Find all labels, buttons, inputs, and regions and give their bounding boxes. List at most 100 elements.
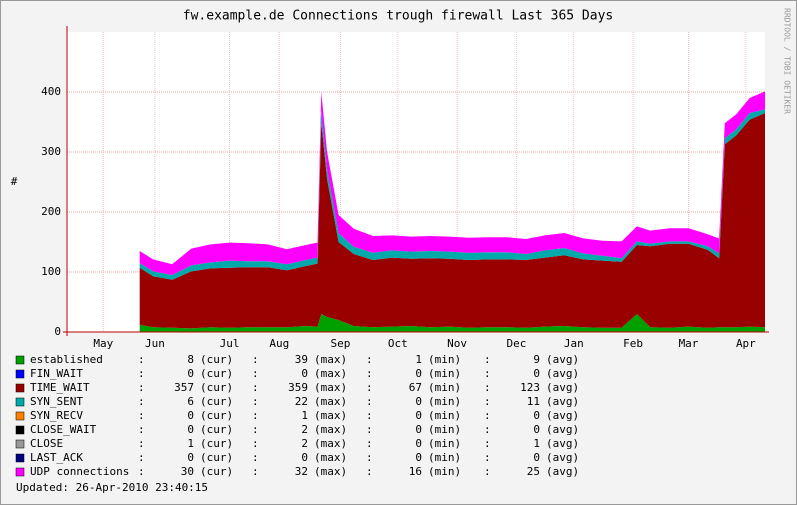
legend-label: SYN_SENT — [30, 395, 83, 408]
legend-stat: 0 — [301, 451, 308, 464]
legend-stat: 0 — [301, 367, 308, 380]
legend-stat: 123 — [520, 381, 540, 394]
legend-stat: 9 — [533, 353, 540, 366]
legend-separator: : — [484, 367, 491, 380]
legend-stat: 0 — [415, 437, 422, 450]
updated-text: Updated: 26-Apr-2010 23:40:15 — [16, 481, 208, 494]
x-tick-label: Sep — [331, 337, 351, 350]
x-tick-label: Oct — [388, 337, 408, 350]
legend-separator: : — [138, 423, 145, 436]
legend-separator: : — [366, 367, 373, 380]
legend-column: (min) — [428, 409, 461, 422]
legend-stat: 8 — [187, 353, 194, 366]
legend-stat: 0 — [533, 409, 540, 422]
legend-column: (min) — [428, 367, 461, 380]
x-tick-label: May — [93, 337, 113, 350]
legend-separator: : — [252, 465, 259, 478]
legend-swatch — [15, 397, 25, 407]
legend-stat: 357 — [174, 381, 194, 394]
watermark: RRDTOOL / TOBI OETIKER — [783, 8, 792, 114]
legend-column: (avg) — [546, 451, 579, 464]
legend-label: CLOSE_WAIT — [30, 423, 97, 436]
legend-stat: 39 — [295, 353, 308, 366]
x-tick-label: Dec — [506, 337, 526, 350]
legend-separator: : — [138, 465, 145, 478]
legend-stat: 0 — [415, 451, 422, 464]
x-tick-label: Jan — [564, 337, 584, 350]
legend-separator: : — [366, 353, 373, 366]
legend-stat: 16 — [409, 465, 422, 478]
legend-column: (max) — [314, 451, 347, 464]
legend-stat: 1 — [301, 409, 308, 422]
legend-column: (avg) — [546, 437, 579, 450]
legend-column: (avg) — [546, 367, 579, 380]
legend-stat: 359 — [288, 381, 308, 394]
legend-column: (avg) — [546, 353, 579, 366]
legend-separator: : — [484, 353, 491, 366]
legend-separator: : — [252, 423, 259, 436]
legend-stat: 0 — [533, 451, 540, 464]
legend-column: (avg) — [546, 381, 579, 394]
legend-label: established — [30, 353, 103, 366]
legend-separator: : — [484, 423, 491, 436]
legend-stat: 0 — [415, 367, 422, 380]
legend-separator: : — [366, 437, 373, 450]
x-tick-label: Jun — [145, 337, 165, 350]
legend-swatch — [15, 369, 25, 379]
legend-separator: : — [138, 409, 145, 422]
legend-stat: 0 — [415, 423, 422, 436]
area — [139, 314, 765, 332]
legend-column: (cur) — [200, 451, 233, 464]
legend-swatch — [15, 383, 25, 393]
legend-column: (min) — [428, 395, 461, 408]
legend-column: (cur) — [200, 353, 233, 366]
legend-separator: : — [138, 353, 145, 366]
legend-column: (max) — [314, 465, 347, 478]
legend-column: (cur) — [200, 367, 233, 380]
legend-column: (cur) — [200, 423, 233, 436]
y-axis-label: # — [11, 175, 18, 188]
legend-stat: 1 — [187, 437, 194, 450]
legend-stat: 67 — [409, 381, 422, 394]
legend-stat: 0 — [187, 367, 194, 380]
legend-column: (cur) — [200, 395, 233, 408]
legend-stat: 22 — [295, 395, 308, 408]
legend-separator: : — [138, 395, 145, 408]
x-tick-label: Nov — [447, 337, 467, 350]
legend-stat: 0 — [533, 423, 540, 436]
legend-column: (min) — [428, 451, 461, 464]
legend-separator: : — [366, 395, 373, 408]
legend-column: (avg) — [546, 465, 579, 478]
legend-swatch — [15, 425, 25, 435]
legend-stat: 0 — [187, 451, 194, 464]
legend-stat: 2 — [301, 423, 308, 436]
legend-column: (min) — [428, 381, 461, 394]
legend-separator: : — [252, 395, 259, 408]
legend-stat: 0 — [415, 395, 422, 408]
legend-column: (max) — [314, 395, 347, 408]
legend-column: (min) — [428, 465, 461, 478]
legend-swatch — [15, 439, 25, 449]
legend-label: TIME_WAIT — [30, 381, 90, 394]
legend-column: (max) — [314, 423, 347, 436]
legend-separator: : — [252, 353, 259, 366]
legend-stat: 11 — [527, 395, 540, 408]
legend-separator: : — [484, 395, 491, 408]
legend-separator: : — [252, 381, 259, 394]
legend-swatch — [15, 411, 25, 421]
legend-column: (min) — [428, 437, 461, 450]
legend-stat: 1 — [533, 437, 540, 450]
legend-swatch — [15, 453, 25, 463]
legend-column: (min) — [428, 423, 461, 436]
legend-stat: 1 — [415, 353, 422, 366]
legend-separator: : — [138, 367, 145, 380]
legend-separator: : — [484, 437, 491, 450]
y-tick-label: 100 — [41, 265, 61, 278]
legend-column: (avg) — [546, 409, 579, 422]
legend-swatch — [15, 355, 25, 365]
area — [139, 113, 765, 329]
legend-column: (max) — [314, 367, 347, 380]
legend-column: (max) — [314, 409, 347, 422]
legend-stat: 0 — [533, 367, 540, 380]
